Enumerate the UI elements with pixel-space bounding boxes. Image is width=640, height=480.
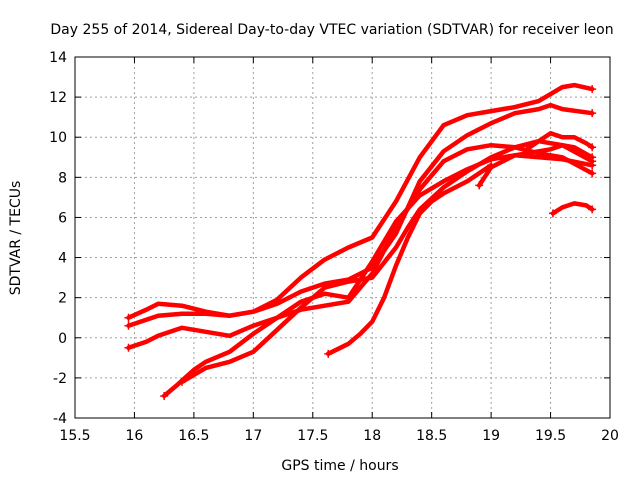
series-line-s8 — [524, 130, 595, 152]
x-axis-label: GPS time / hours — [281, 458, 398, 474]
series-point-marker — [588, 109, 597, 118]
x-tick-label: 20 — [601, 428, 619, 444]
series-point-marker — [588, 169, 597, 178]
y-tick-label: 0 — [58, 331, 67, 347]
x-tick-label: 17.5 — [297, 428, 328, 444]
series-line-s6 — [325, 163, 494, 357]
y-axis-label: SDTVAR / TECUs — [8, 181, 24, 296]
y-tick-label: 2 — [58, 291, 67, 307]
y-tick-label: -4 — [53, 411, 67, 427]
series-point-marker — [160, 391, 169, 400]
chart-title: Day 255 of 2014, Sidereal Day-to-day VTE… — [50, 22, 613, 38]
x-tick-label: 16 — [126, 428, 144, 444]
ticks: 15.5 16 16.5 17 17.5 18 18.5 19 19.5 20 -4 -2 0 2 4 6 8 1… — [49, 50, 619, 444]
series-point-marker — [324, 349, 333, 358]
series-point-marker — [588, 153, 597, 162]
series-point-marker — [522, 145, 531, 154]
series-point-marker — [124, 343, 133, 352]
series-group — [124, 82, 597, 400]
x-tick-label: 18.5 — [416, 428, 447, 444]
x-tick-label: 17 — [244, 428, 262, 444]
x-tick-label: 15.5 — [59, 428, 90, 444]
series-point-marker — [124, 321, 133, 330]
x-tick-label: 16.5 — [178, 428, 209, 444]
series-point-marker — [124, 313, 133, 322]
series-point-marker — [588, 143, 597, 152]
series-point-marker — [588, 85, 597, 94]
series-line-s1 — [126, 82, 595, 320]
series-line-s7 — [476, 142, 595, 188]
y-tick-label: -2 — [53, 371, 67, 387]
series-point-marker — [588, 205, 597, 214]
y-tick-label: 12 — [49, 90, 67, 106]
x-tick-label: 18 — [363, 428, 381, 444]
series-point-marker — [475, 181, 484, 190]
plot-border — [74, 56, 611, 419]
x-tick-label: 19 — [482, 428, 500, 444]
series-point-marker — [548, 209, 557, 218]
series-line-s3 — [126, 142, 595, 351]
y-tick-label: 14 — [49, 50, 67, 66]
y-tick-label: 4 — [58, 251, 67, 267]
y-tick-label: 6 — [58, 210, 67, 226]
series-point-marker — [178, 377, 186, 386]
x-tick-label: 19.5 — [535, 428, 566, 444]
y-tick-label: 10 — [49, 130, 67, 146]
y-tick-label: 8 — [58, 170, 67, 186]
series-line-s9 — [550, 201, 595, 216]
series-line-s2 — [126, 102, 595, 328]
series-line-s5 — [179, 138, 595, 385]
